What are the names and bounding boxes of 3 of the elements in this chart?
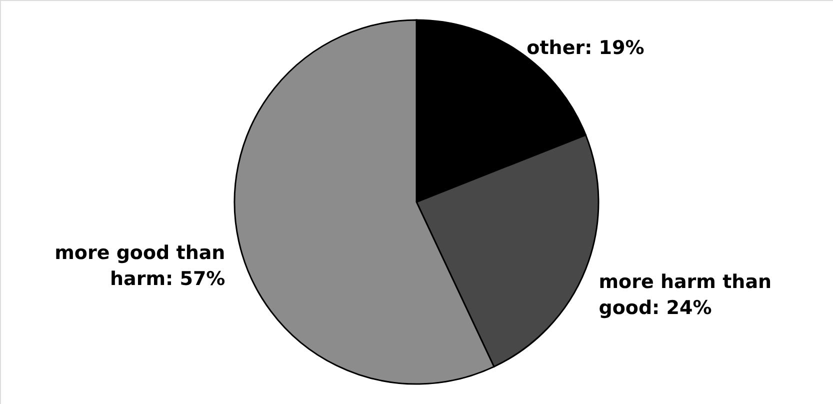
slice-label: more harm than good: 24% <box>598 271 772 320</box>
slice-label: other: 19% <box>526 36 644 59</box>
slice-label: more good than harm: 57% <box>54 242 226 290</box>
